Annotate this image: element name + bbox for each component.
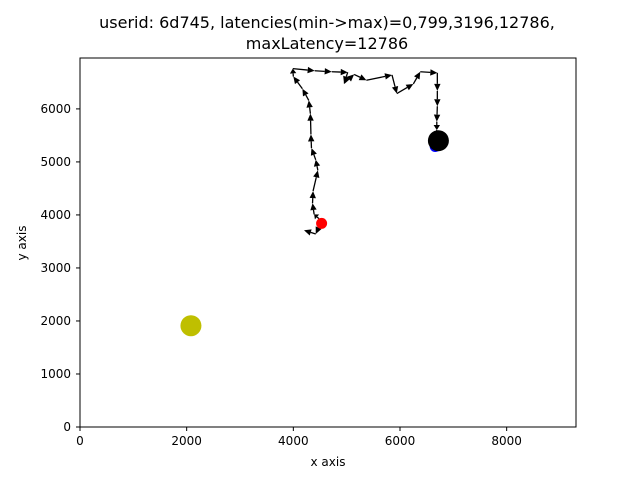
path-segment (308, 134, 315, 149)
path-segment (292, 66, 315, 74)
path-segment (366, 73, 392, 81)
path-segment (343, 74, 355, 84)
path-segment (331, 68, 348, 76)
path-segment (304, 229, 316, 236)
path-segment (310, 203, 317, 215)
path-segment (412, 71, 421, 85)
path-segment (313, 159, 321, 171)
x-tick-label: 6000 (385, 434, 416, 448)
path-segment (314, 68, 332, 75)
chart-title-line-2: maxLatency=12786 (246, 34, 408, 53)
trajectory-path (289, 66, 441, 236)
y-axis-label: y axis (15, 226, 29, 261)
plot-area (180, 66, 449, 337)
path-segment (434, 90, 441, 107)
path-segment (396, 83, 414, 95)
markers-layer (180, 130, 449, 337)
path-segment (302, 88, 310, 101)
plot-frame (79, 57, 577, 428)
path-segment (391, 74, 399, 94)
marker-point (316, 217, 328, 229)
path-segment (353, 73, 367, 81)
path-segment (309, 191, 316, 204)
y-tick-label: 5000 (40, 155, 71, 169)
y-tick-label: 3000 (40, 261, 71, 275)
path-segment (312, 170, 320, 192)
path-segment (314, 214, 320, 220)
path-segment (434, 72, 441, 91)
y-axis-ticks: 0 1000 2000 3000 4000 5000 6000 (40, 102, 80, 434)
y-tick-label: 6000 (40, 102, 71, 116)
marker-point (427, 130, 449, 152)
y-tick-label: 1000 (40, 367, 71, 381)
y-tick-label: 4000 (40, 208, 71, 222)
y-tick-label: 2000 (40, 314, 71, 328)
x-tick-label: 2000 (171, 434, 202, 448)
path-segment (433, 106, 441, 122)
x-axis-label: x axis (311, 455, 346, 469)
x-tick-label: 8000 (491, 434, 522, 448)
x-tick-label: 0 (76, 434, 84, 448)
path-segment (289, 68, 297, 77)
path-segment (433, 121, 440, 131)
path-segment (420, 69, 438, 76)
marker-point (180, 315, 202, 337)
x-axis-ticks: 0 2000 4000 6000 8000 (76, 427, 522, 448)
path-segment (307, 113, 314, 135)
path-segment (306, 100, 313, 114)
path-segment (293, 76, 303, 90)
chart-title-line-1: userid: 6d745, latencies(min->max)=0,799… (99, 13, 555, 32)
y-tick-label: 0 (63, 420, 71, 434)
x-tick-label: 4000 (278, 434, 309, 448)
path-segment (310, 148, 317, 161)
